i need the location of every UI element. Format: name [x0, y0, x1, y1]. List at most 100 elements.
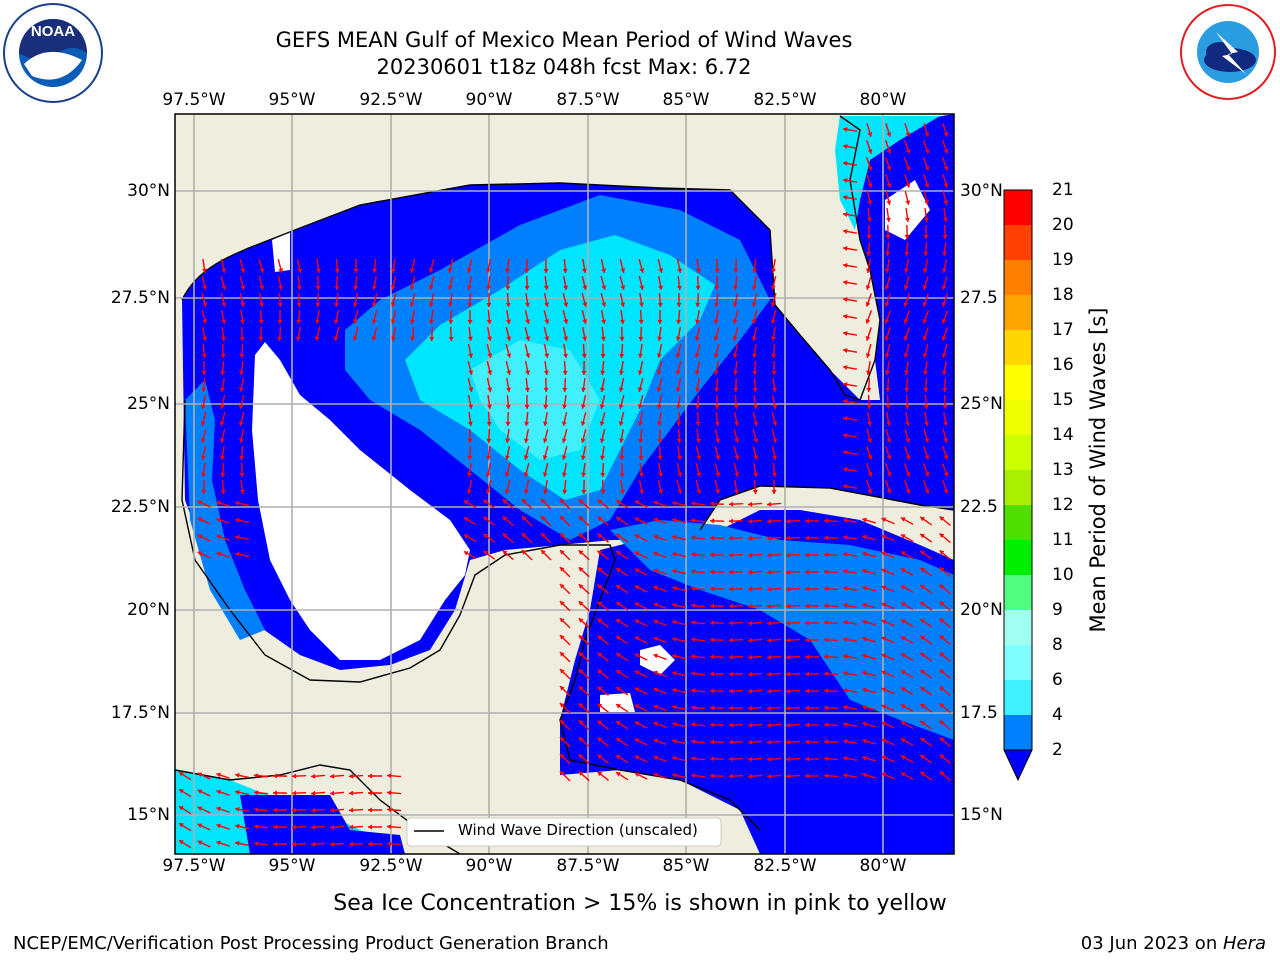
wave-direction-arrowhead	[221, 302, 227, 307]
wave-direction-arrowhead	[695, 387, 700, 392]
wave-direction-arrowhead	[428, 302, 434, 307]
wave-direction-arrowhead	[900, 585, 906, 590]
wave-direction-arrowhead	[616, 585, 621, 590]
wave-direction-arrowhead	[867, 132, 873, 137]
wave-direction-arrowhead	[824, 603, 829, 609]
wave-direction-arrowhead	[786, 586, 791, 592]
wave-direction-arrowhead	[677, 455, 682, 460]
caribbean-lightblue-band	[610, 520, 954, 740]
wave-direction-arrowhead	[353, 285, 359, 290]
wave-direction-arrowhead	[634, 721, 640, 726]
wave-direction-arrowhead	[447, 285, 453, 290]
wave-direction-arrowhead	[920, 584, 926, 590]
wave-direction-arrowhead	[523, 455, 529, 460]
wave-direction-arrowhead	[710, 637, 715, 643]
wave-direction-arrowhead	[273, 807, 278, 813]
map-frame	[174, 113, 955, 855]
wave-direction-arrowhead	[881, 704, 887, 710]
wave-direction-arrowhead	[562, 489, 568, 494]
wave-direction-arrowhead	[862, 721, 867, 727]
lat-tick-right: 20°N	[960, 600, 1003, 620]
wave-direction-arrowhead	[767, 637, 772, 643]
colorbar-label: Mean Period of Wind Waves [s]	[1086, 307, 1110, 633]
colorbar-tick-label: 2	[1052, 740, 1063, 760]
wave-direction-arrowhead	[390, 302, 396, 307]
wave-direction-arrowhead	[220, 472, 226, 477]
wave-direction-arrowhead	[235, 551, 240, 557]
wave-direction-arrowhead	[672, 755, 677, 761]
lon-tick-top: 80°W	[859, 90, 907, 110]
wave-direction-arrowhead	[943, 183, 949, 188]
wave-direction-arrowhead	[753, 472, 759, 477]
wave-direction-arrowhead	[729, 637, 734, 643]
wave-direction-arrowhead	[865, 268, 871, 273]
wave-direction-arrowhead	[920, 720, 926, 726]
wave-direction-arrowhead	[691, 688, 696, 694]
wave-direction-arrowhead	[677, 472, 683, 477]
wave-direction-arrowhead	[881, 517, 887, 523]
wave-direction-arrowhead	[805, 586, 810, 592]
wave-direction-arrowhead	[824, 688, 829, 694]
wave-direction-arrowhead	[881, 619, 887, 625]
wave-direction-arrowhead	[582, 285, 588, 290]
wave-direction-arrowhead	[672, 568, 677, 574]
wave-direction-arrowhead	[843, 773, 848, 778]
wave-direction-arrowhead	[885, 251, 891, 256]
lat-tick-left: 20°N	[127, 600, 170, 620]
wave-direction-arrowhead	[923, 387, 929, 392]
wave-direction-arrowhead	[922, 336, 928, 341]
wave-direction-arrowhead	[903, 285, 909, 290]
wave-direction-arrowhead	[371, 302, 377, 307]
wave-direction-arrowhead	[942, 404, 948, 409]
wave-direction-arrowhead	[732, 353, 738, 358]
wave-direction-arrowhead	[562, 404, 568, 409]
wave-direction-arrowhead	[710, 722, 715, 728]
wave-direction-arrowhead	[315, 302, 321, 307]
wave-direction-arrowhead	[885, 234, 891, 239]
wave-direction-arrowhead	[920, 771, 926, 777]
wave-direction-arrowhead	[197, 551, 203, 556]
wave-direction-arrowhead	[543, 285, 549, 290]
wave-direction-arrowhead	[884, 353, 890, 358]
wave-direction-arrowhead	[390, 336, 396, 341]
wave-direction-arrowhead	[805, 535, 810, 541]
wave-direction-arrowhead	[904, 404, 910, 409]
wave-direction-arrowhead	[502, 499, 508, 504]
wave-direction-arrowhead	[675, 370, 681, 375]
wave-direction-arrowhead	[824, 756, 829, 762]
wave-direction-arrowhead	[653, 619, 659, 625]
wave-direction-arrowhead	[695, 438, 701, 443]
wave-direction-arrowhead	[463, 500, 469, 505]
wave-direction-arrowhead	[691, 518, 696, 524]
lat-tick-right: 17.5	[960, 703, 998, 723]
wave-direction-arrowhead	[582, 319, 588, 324]
colorbar-segment	[1004, 190, 1032, 225]
wave-direction-arrowhead	[710, 535, 715, 541]
wave-direction-arrowhead	[390, 285, 396, 290]
wave-direction-arrowhead	[691, 603, 696, 609]
wave-direction-arrowhead	[368, 790, 373, 796]
wave-direction-arrowhead	[767, 654, 772, 660]
wave-direction-arrowhead	[691, 756, 696, 762]
wave-direction-arrowhead	[672, 585, 677, 591]
wave-direction-arrowhead	[905, 132, 911, 137]
wave-direction-arrowhead	[732, 336, 738, 341]
wave-direction-arrowhead	[843, 178, 848, 183]
wave-direction-arrowhead	[771, 387, 777, 392]
wave-direction-arrowhead	[505, 404, 511, 409]
footer-machine: Hera	[1222, 933, 1266, 954]
wave-direction-arrowhead	[900, 721, 906, 726]
wave-direction-arrowhead	[235, 789, 240, 795]
wave-direction-arrowhead	[597, 652, 603, 658]
wave-direction-arrowhead	[238, 438, 244, 443]
wave-direction-arrowhead	[805, 722, 810, 728]
wave-direction-arrowhead	[542, 455, 548, 460]
wave-direction-arrowhead	[486, 285, 492, 290]
wave-direction-arrowhead	[597, 567, 603, 573]
wave-direction-arrowhead	[505, 268, 511, 273]
wave-direction-arrowhead	[296, 302, 302, 307]
wave-direction-arrowhead	[486, 319, 492, 324]
wave-direction-arrowhead	[368, 841, 373, 847]
wave-direction-arrowhead	[238, 421, 244, 426]
